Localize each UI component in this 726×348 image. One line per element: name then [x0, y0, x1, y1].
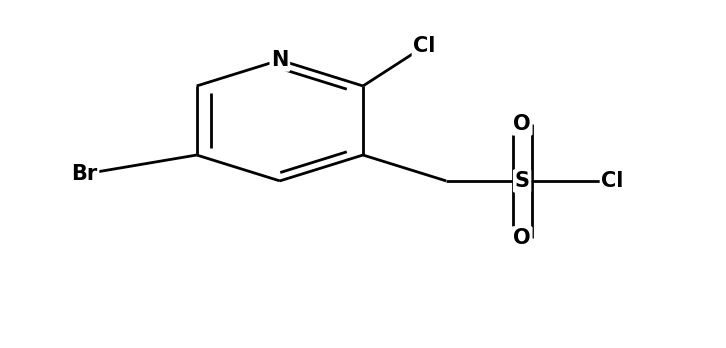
Text: Cl: Cl	[601, 171, 624, 191]
Text: O: O	[513, 228, 531, 248]
Text: O: O	[513, 114, 531, 134]
Text: Br: Br	[71, 164, 98, 184]
Text: N: N	[271, 50, 288, 70]
Text: S: S	[515, 171, 529, 191]
Text: Cl: Cl	[413, 36, 436, 56]
